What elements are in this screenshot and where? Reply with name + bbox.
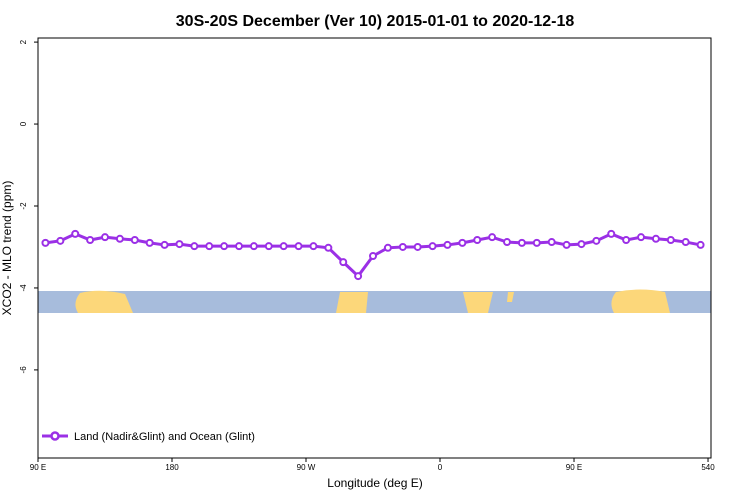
point [562, 240, 571, 249]
point [443, 240, 452, 249]
point [413, 242, 422, 251]
x-tick-label: 180 [165, 463, 179, 472]
point [309, 242, 318, 251]
point [428, 242, 437, 251]
point [681, 238, 690, 247]
y-axis-label: XCO2 - MLO trend (ppm) [0, 181, 14, 316]
x-tick-label: 90 W [297, 463, 316, 472]
y-tick-label: 0 [19, 121, 28, 126]
land [611, 289, 670, 313]
point [398, 242, 407, 251]
point [339, 258, 348, 267]
point [503, 238, 512, 247]
point [651, 234, 660, 243]
point [115, 234, 124, 243]
point [666, 236, 675, 245]
point [205, 242, 214, 251]
point [696, 240, 705, 249]
point [175, 240, 184, 249]
point [637, 233, 646, 242]
point [488, 233, 497, 242]
point [264, 242, 273, 251]
point [547, 238, 556, 247]
point [279, 242, 288, 251]
point [324, 243, 333, 252]
point [294, 242, 303, 251]
y-tick-label: -4 [19, 284, 28, 292]
point [383, 243, 392, 252]
land-ocean-map [38, 289, 711, 313]
x-tick-label: 0 [438, 463, 443, 472]
point [190, 242, 199, 251]
point [607, 229, 616, 238]
point [622, 236, 631, 245]
point [532, 238, 541, 247]
legend: Land (Nadir&Glint) and Ocean (Glint) [42, 431, 255, 443]
land [75, 290, 133, 313]
point [86, 236, 95, 245]
land [507, 292, 514, 302]
point [577, 240, 586, 249]
point [592, 236, 601, 245]
x-axis-label: Longitude (deg E) [327, 476, 422, 490]
y-tick-label: -6 [19, 366, 28, 374]
point [56, 236, 65, 245]
x-tick-label: 90 E [566, 463, 582, 472]
point [220, 242, 229, 251]
x-tick-label: 90 E [30, 463, 46, 472]
point [517, 238, 526, 247]
point [458, 238, 467, 247]
legend-marker [50, 431, 60, 441]
point [71, 229, 80, 238]
legend-label: Land (Nadir&Glint) and Ocean (Glint) [74, 431, 255, 443]
y-tick-label: 2 [19, 39, 28, 44]
point [235, 242, 244, 251]
point [354, 272, 363, 281]
point [41, 238, 50, 247]
point [145, 238, 154, 247]
land [463, 292, 493, 313]
point [473, 236, 482, 245]
plot-frame [37, 37, 712, 459]
point [130, 236, 139, 245]
point [249, 242, 258, 251]
chart-title: 30S-20S December (Ver 10) 2015-01-01 to … [176, 13, 575, 30]
point [160, 240, 169, 249]
y-tick-label: -2 [19, 202, 28, 210]
x-tick-label: 540 [701, 463, 715, 472]
point [369, 251, 378, 260]
ocean-band [38, 291, 711, 313]
point [101, 233, 110, 242]
land [336, 292, 368, 313]
